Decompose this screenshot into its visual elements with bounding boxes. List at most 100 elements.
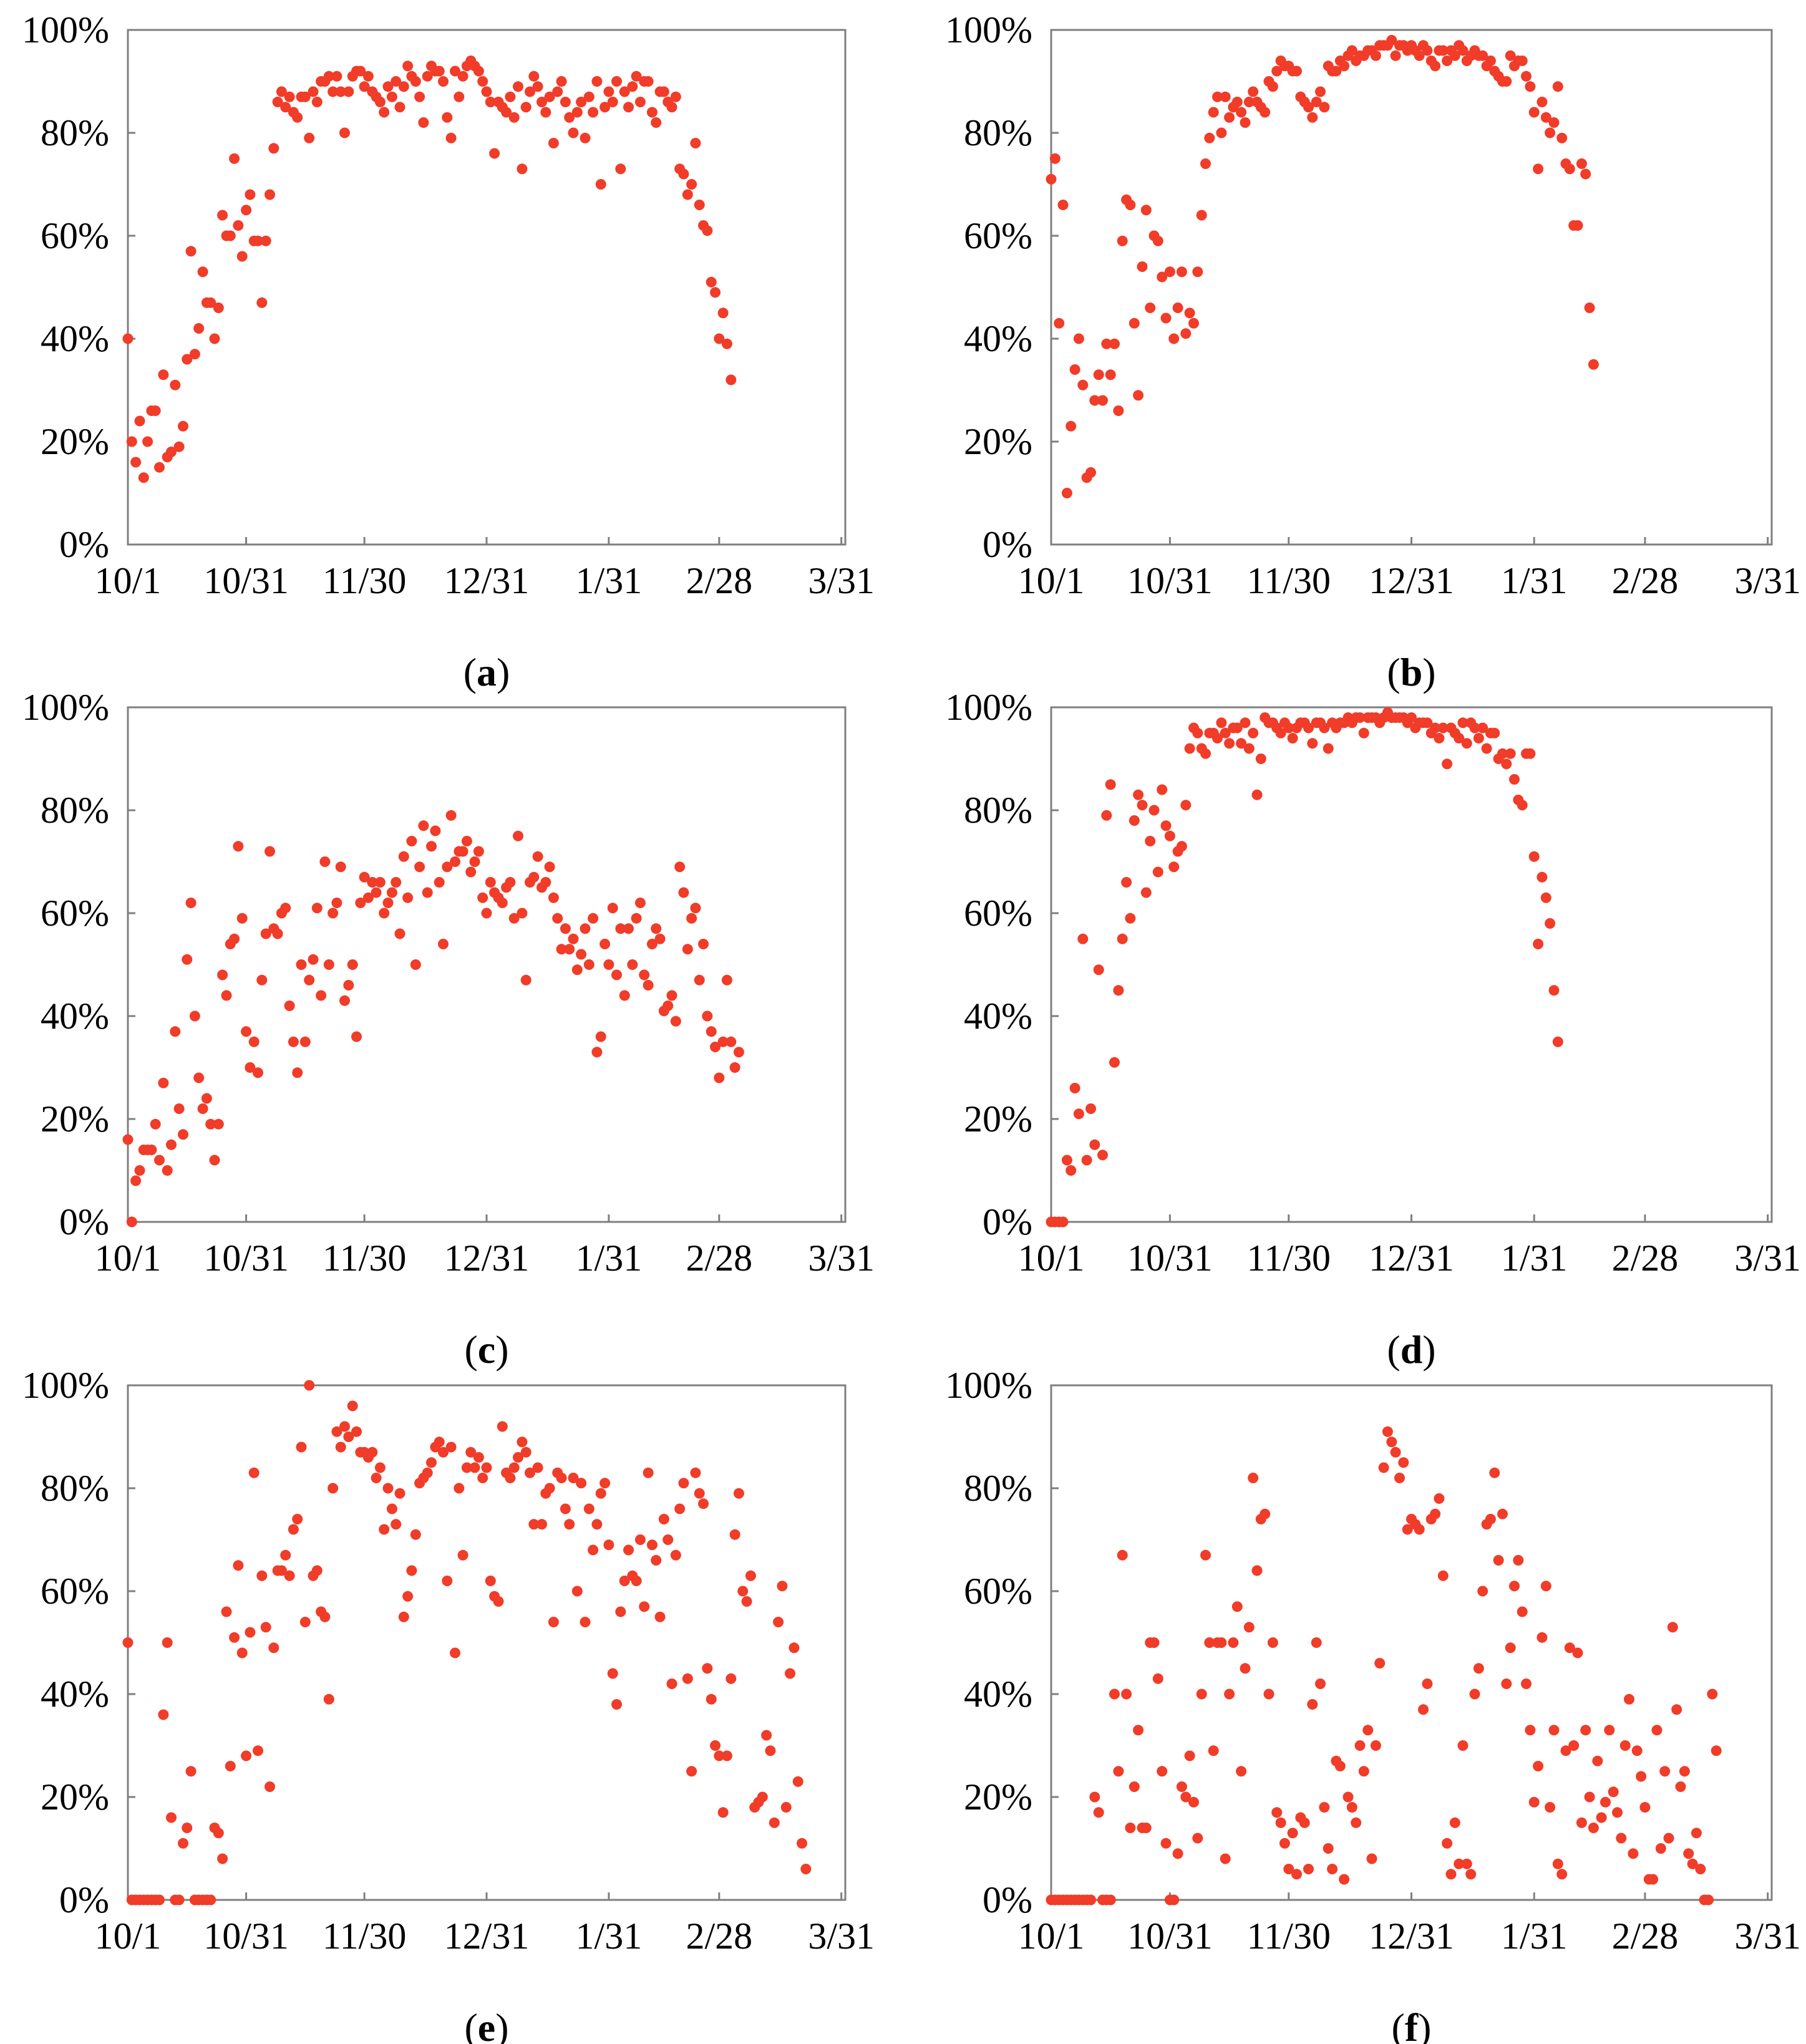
data-point — [536, 97, 547, 107]
chart-panel-c: 0% 20% 40% 60% 80% 100% 10/1 10/31 11/30 12/31 1/3… — [22, 687, 875, 1372]
data-point — [1461, 1858, 1472, 1869]
data-point — [241, 1750, 252, 1761]
plot-frame — [127, 29, 847, 546]
data-point — [619, 990, 630, 1001]
data-point — [1707, 1688, 1718, 1700]
data-point — [1180, 800, 1192, 811]
data-point — [391, 1519, 402, 1530]
y-tick-label: 60% — [41, 1571, 109, 1612]
data-point — [1430, 61, 1441, 72]
data-point — [1287, 1828, 1298, 1839]
y-tick-label: 0% — [983, 1201, 1032, 1242]
data-point — [122, 333, 134, 344]
data-point — [765, 1745, 776, 1756]
data-point — [454, 91, 465, 102]
data-point — [233, 220, 244, 231]
y-tick-label: 80% — [964, 112, 1032, 153]
y-tick-label: 80% — [41, 1468, 109, 1509]
data-point — [485, 877, 496, 888]
data-point — [666, 102, 677, 113]
data-point — [402, 1591, 414, 1602]
data-point — [1422, 1678, 1433, 1689]
data-point — [1390, 50, 1401, 61]
data-point — [619, 86, 630, 97]
data-point — [1157, 1766, 1168, 1777]
data-point — [209, 333, 220, 344]
data-point — [1457, 1740, 1469, 1751]
data-point — [1240, 117, 1251, 128]
data-point — [678, 1478, 689, 1489]
data-point — [1334, 1761, 1346, 1771]
data-point — [253, 235, 263, 246]
data-point — [406, 836, 417, 846]
data-point — [1548, 117, 1560, 128]
data-point — [797, 1838, 807, 1849]
data-point — [1366, 1853, 1377, 1864]
data-point — [398, 81, 409, 92]
data-point — [1081, 1155, 1092, 1166]
data-point — [193, 323, 205, 334]
data-point — [1501, 758, 1512, 770]
data-point — [729, 1529, 740, 1540]
data-point — [564, 944, 575, 955]
data-point — [1600, 1796, 1611, 1808]
data-point — [1117, 933, 1128, 944]
data-point — [236, 1647, 248, 1659]
data-point — [276, 86, 287, 97]
data-point — [1113, 985, 1124, 996]
data-point — [1489, 1467, 1500, 1478]
data-point — [197, 266, 208, 278]
data-point — [173, 1103, 185, 1114]
data-point — [702, 1010, 713, 1022]
data-point — [568, 1473, 579, 1483]
data-point — [706, 276, 717, 288]
data-point — [517, 163, 528, 175]
data-point — [517, 1436, 528, 1448]
data-point — [780, 1802, 792, 1813]
data-point — [1164, 830, 1175, 841]
data-point — [1663, 1833, 1674, 1844]
data-point — [651, 923, 662, 934]
data-point — [520, 1446, 532, 1458]
data-point — [229, 153, 240, 164]
data-point — [1176, 1781, 1187, 1792]
data-point — [1342, 1791, 1354, 1803]
data-point — [454, 1483, 465, 1494]
data-point — [1105, 1894, 1116, 1906]
data-point — [663, 1534, 674, 1545]
data-point — [1216, 717, 1227, 729]
data-point — [1493, 1555, 1504, 1566]
data-point — [1145, 836, 1156, 846]
data-point — [1509, 1581, 1520, 1592]
data-point — [690, 903, 701, 914]
data-point — [422, 70, 433, 82]
data-point — [367, 1446, 378, 1458]
data-point — [304, 974, 315, 986]
data-point — [714, 1072, 725, 1083]
data-point — [1564, 1642, 1575, 1654]
data-point — [130, 457, 142, 468]
data-point — [1279, 1838, 1290, 1849]
y-tick-label: 100% — [945, 687, 1032, 728]
data-point — [1275, 727, 1286, 739]
data-point — [1216, 127, 1227, 138]
data-point — [1085, 467, 1096, 478]
data-point — [276, 1565, 287, 1576]
data-point — [1679, 1766, 1690, 1777]
data-point — [1552, 81, 1563, 92]
data-point — [182, 354, 193, 365]
data-point — [1240, 717, 1251, 729]
data-point — [1533, 939, 1544, 949]
y-tick-label: 40% — [964, 995, 1032, 1037]
data-point — [1442, 758, 1453, 770]
data-point — [1469, 722, 1480, 734]
y-tick-label: 60% — [964, 893, 1032, 934]
data-point — [1533, 1761, 1544, 1771]
data-point — [571, 964, 583, 976]
data-point — [580, 132, 591, 143]
data-point — [1164, 266, 1175, 278]
data-point — [1568, 1740, 1580, 1751]
data-point — [343, 86, 354, 97]
y-tick-label: 80% — [41, 112, 109, 153]
data-point — [1437, 45, 1449, 56]
